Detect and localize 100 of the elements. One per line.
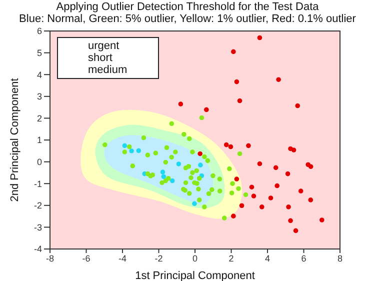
point [202, 154, 207, 160]
point [288, 218, 293, 224]
point [319, 218, 324, 222]
point [176, 162, 182, 166]
point [198, 151, 202, 156]
point [194, 168, 200, 174]
point [209, 187, 214, 192]
y-tick-label: 5 [36, 48, 42, 58]
point [237, 98, 242, 104]
point [293, 228, 298, 234]
y-tick-label: -4 [34, 244, 42, 254]
point [237, 151, 242, 156]
point [153, 150, 158, 156]
point [141, 135, 146, 140]
point [229, 190, 234, 196]
y-tick-label: 2 [36, 113, 42, 124]
point [169, 154, 174, 160]
x-tick-label: 4 [264, 253, 270, 264]
point [170, 178, 175, 184]
point [198, 162, 203, 168]
annotation: short [88, 52, 114, 64]
point [196, 186, 201, 192]
point [188, 175, 194, 180]
point [257, 161, 262, 166]
point [236, 186, 241, 192]
point [259, 204, 264, 210]
point [160, 180, 164, 186]
point [204, 107, 209, 112]
point [163, 160, 168, 165]
point [102, 142, 108, 148]
y-tick-label: -3 [34, 222, 42, 232]
point [160, 170, 166, 174]
point [186, 136, 192, 142]
point [199, 115, 204, 120]
point [145, 152, 150, 158]
point [183, 166, 188, 170]
point [234, 79, 240, 84]
point [273, 165, 278, 170]
x-tick-label: -8 [46, 253, 54, 264]
point [182, 132, 186, 137]
x-tick-label: 6 [301, 253, 306, 264]
x-tick-label: 0 [192, 253, 198, 264]
point [122, 150, 128, 154]
point [196, 176, 202, 181]
y-tick-label: 6 [36, 26, 42, 36]
chart-title: Applying Outlier Detection Threshold for the Test Data [55, 1, 320, 13]
point [246, 143, 251, 148]
point [231, 214, 236, 218]
point [243, 192, 248, 198]
point [169, 121, 174, 126]
point [308, 164, 314, 169]
point [186, 191, 192, 196]
point [274, 183, 280, 188]
x-tick-label: -2 [154, 253, 163, 264]
point [228, 144, 234, 150]
x-tick-label: 8 [337, 253, 343, 264]
point [194, 180, 200, 186]
x-tick-label: -4 [118, 253, 127, 264]
point [183, 180, 188, 186]
y-tick-label: 1 [36, 135, 42, 146]
point [178, 102, 184, 106]
point [231, 49, 236, 54]
x-tick-label: -6 [82, 253, 90, 264]
point [173, 150, 178, 154]
point [202, 204, 207, 210]
point [217, 176, 222, 182]
point [163, 178, 168, 184]
point [196, 198, 202, 202]
point [227, 166, 232, 172]
point [230, 181, 235, 186]
point [276, 77, 281, 82]
point [308, 198, 314, 202]
point [161, 174, 166, 180]
point [126, 144, 132, 150]
point [130, 164, 136, 168]
y-tick-label: 0 [36, 156, 42, 167]
point [239, 203, 244, 208]
chart-subtitle: Blue: Normal, Green: 5% outlier, Yellow: 1% outlier, Red: 0.1% outlier [18, 13, 357, 25]
point [234, 176, 240, 182]
x-axis-title: 1st Principal Component [135, 270, 255, 281]
y-axis-title: 2nd Principal Component [8, 78, 21, 202]
point [217, 188, 222, 194]
point [222, 216, 227, 220]
y-tick-label: -1 [34, 178, 42, 189]
x-tick-label: 2 [228, 253, 234, 264]
point [251, 194, 256, 198]
point [122, 143, 128, 148]
y-tick-label: 3 [36, 92, 42, 102]
text-box: urgent short medium [57, 37, 159, 79]
point [210, 173, 216, 178]
y-tick-label: 4 [36, 70, 42, 80]
point [136, 148, 142, 154]
point [129, 148, 134, 154]
point [190, 150, 195, 154]
point [257, 35, 262, 40]
y-tick-label: -2 [34, 200, 42, 211]
point [192, 201, 197, 206]
point [249, 184, 254, 190]
point [205, 158, 210, 164]
point [285, 171, 290, 176]
